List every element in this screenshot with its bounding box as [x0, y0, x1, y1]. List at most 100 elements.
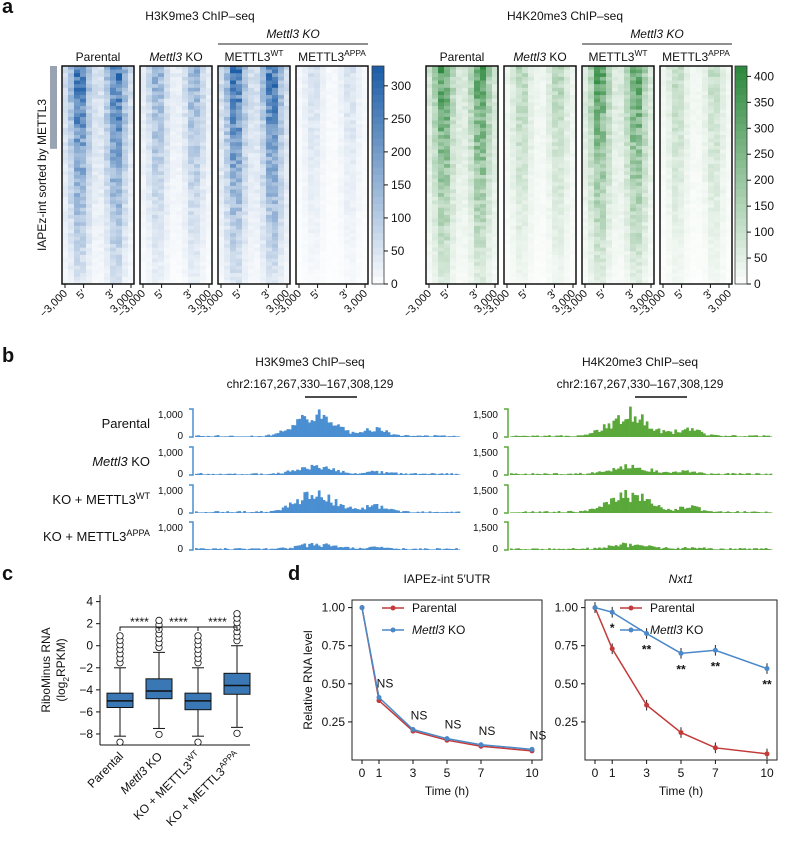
heatmap-cell	[594, 131, 601, 136]
heatmap-cell	[630, 87, 637, 92]
heatmap-cell	[570, 207, 577, 212]
heatmap-cell	[432, 102, 439, 107]
heatmap-cell	[362, 244, 369, 249]
heatmap-cell	[522, 273, 529, 278]
heatmap-cell	[540, 73, 547, 78]
heatmap-cell	[588, 138, 595, 143]
heatmap-cell	[206, 138, 213, 143]
heatmap-cell	[302, 138, 309, 143]
heatmap-cell	[296, 204, 303, 209]
heatmap-cell	[344, 251, 351, 256]
heatmap-cell	[606, 164, 613, 169]
heatmap-cell	[582, 102, 589, 107]
heatmap-cell	[612, 185, 619, 190]
heatmap-cell	[600, 225, 607, 230]
heatmap-cell	[450, 127, 457, 132]
heatmap-cell	[444, 273, 451, 278]
heatmap-cell	[158, 149, 165, 154]
heatmap-cell	[450, 207, 457, 212]
heatmap-cell	[332, 69, 339, 74]
heatmap-cell	[140, 262, 147, 267]
heatmap-cell	[534, 207, 541, 212]
heatmap-cell	[206, 105, 213, 110]
heatmap-cell	[540, 240, 547, 245]
heatmap-cell	[164, 95, 171, 100]
heatmap-cell	[122, 149, 129, 154]
heatmap-cell	[302, 222, 309, 227]
heatmap-cell	[188, 145, 195, 150]
heatmap-cell	[624, 91, 631, 96]
heatmap-cell	[302, 66, 309, 71]
heatmap-cell	[462, 142, 469, 147]
heatmap-cell	[308, 164, 315, 169]
heatmap-cell	[146, 244, 153, 249]
heatmap-cell	[588, 189, 595, 194]
heatmap-cell	[648, 127, 655, 132]
heatmap-cell	[128, 262, 135, 267]
heatmap-cell	[230, 222, 237, 227]
heatmap-cell	[218, 98, 225, 103]
heatmap-cell	[272, 222, 279, 227]
heatmap-cell	[504, 214, 511, 219]
heatmap-cell	[284, 247, 291, 252]
heatmap-cell	[606, 200, 613, 205]
heatmap-cell	[362, 109, 369, 114]
heatmap-cell	[546, 225, 553, 230]
heatmap-cell	[624, 69, 631, 74]
heatmap-cell	[642, 160, 649, 165]
heatmap-cell	[528, 98, 535, 103]
heatmap-cell	[450, 153, 457, 158]
heatmap-cell	[218, 73, 225, 78]
heatmap-cell	[80, 109, 87, 114]
heatmap-cell	[68, 87, 75, 92]
heatmap-cell	[362, 193, 369, 198]
heatmap-cell	[98, 189, 105, 194]
heatmap-cell	[480, 153, 487, 158]
heatmap-cell	[528, 149, 535, 154]
heatmap-cell	[450, 145, 457, 150]
heatmap-cell	[164, 211, 171, 216]
heatmap-cell	[612, 211, 619, 216]
heatmap-cell	[516, 200, 523, 205]
heatmap-cell	[122, 211, 129, 216]
heatmap-cell	[68, 142, 75, 147]
heatmap-cell	[152, 204, 159, 209]
heatmap-cell	[236, 124, 243, 129]
heatmap-cell	[362, 138, 369, 143]
heatmap-cell	[426, 149, 433, 154]
heatmap-cell	[552, 233, 559, 238]
heatmap-cell	[308, 196, 315, 201]
heatmap-cell	[612, 153, 619, 158]
heatmap-cell	[176, 218, 183, 223]
heatmap-cell	[642, 87, 649, 92]
heatmap-cell	[116, 102, 123, 107]
heatmap-cell	[606, 127, 613, 132]
heatmap-cell	[272, 69, 279, 74]
heatmap-cell	[528, 124, 535, 129]
heatmap-cell	[588, 193, 595, 198]
heatmap-cell	[618, 200, 625, 205]
heatmap-cell	[636, 196, 643, 201]
heatmap-cell	[62, 178, 69, 183]
heatmap-cell	[456, 167, 463, 172]
heatmap-cell	[140, 211, 147, 216]
heatmap-cell	[152, 185, 159, 190]
heatmap-cell	[164, 131, 171, 136]
heatmap-cell	[606, 131, 613, 136]
heatmap-cell	[146, 178, 153, 183]
heatmap-cell	[642, 120, 649, 125]
heatmap-cell	[158, 76, 165, 81]
heatmap-cell	[128, 175, 135, 180]
heatmap-cell	[224, 276, 231, 281]
heatmap-cell	[254, 69, 261, 74]
heatmap-cell	[170, 171, 177, 176]
heatmap-cell	[636, 204, 643, 209]
heatmap-cell	[594, 138, 601, 143]
heatmap-cell	[122, 164, 129, 169]
heatmap-cell	[630, 95, 637, 100]
heatmap-cell	[474, 214, 481, 219]
heatmap-cell	[236, 247, 243, 252]
heatmap-cell	[62, 182, 69, 187]
heatmap-cell	[170, 178, 177, 183]
heatmap-cell	[98, 254, 105, 259]
